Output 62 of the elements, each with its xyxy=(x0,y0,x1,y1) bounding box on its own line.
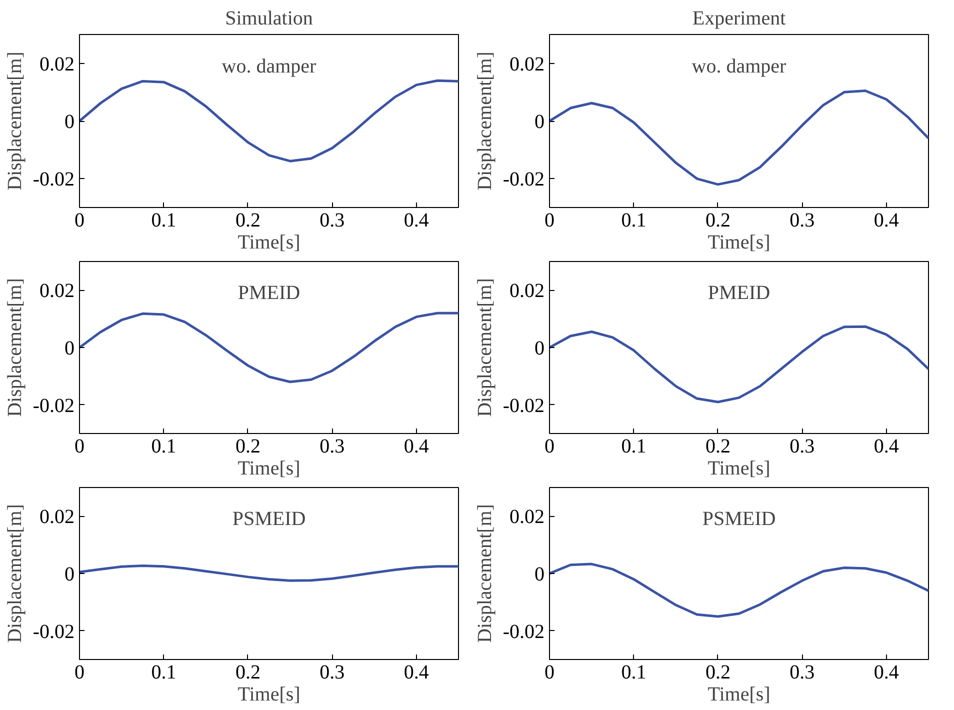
y-tick-label: -0.02 xyxy=(32,168,75,191)
annotation: PSMEID xyxy=(702,508,776,530)
y-tick-label: 0.02 xyxy=(510,280,544,302)
x-axis-title: Time[s] xyxy=(238,458,300,480)
y-tick-label: 0 xyxy=(64,111,74,133)
x-tick-label: 0.2 xyxy=(705,436,730,458)
y-tick-label: 0 xyxy=(534,338,544,360)
x-axis-title: Time[s] xyxy=(238,232,300,254)
x-tick-label: 0.1 xyxy=(151,436,176,458)
chart-title: Experiment xyxy=(692,8,786,30)
x-tick-label: 0.2 xyxy=(235,662,260,684)
x-tick-label: 0.1 xyxy=(151,662,176,684)
x-tick-label: 0.3 xyxy=(320,436,345,458)
x-tick-label: 0.4 xyxy=(874,210,899,232)
annotation: PSMEID xyxy=(232,508,306,530)
x-tick-label: 0.1 xyxy=(621,210,646,232)
y-axis-title: Displacement[m] xyxy=(474,278,496,417)
y-axis-title: Displacement[m] xyxy=(4,52,26,190)
y-tick-label: 0 xyxy=(64,338,74,360)
x-axis-title: Time[s] xyxy=(238,684,300,706)
y-tick-label: -0.02 xyxy=(502,168,545,191)
y-axis-title: Displacement[m] xyxy=(4,278,26,417)
y-axis-title: Displacement[m] xyxy=(474,504,496,643)
x-axis-title: Time[s] xyxy=(708,232,770,254)
x-tick-label: 0.2 xyxy=(705,662,730,684)
y-tick-label: -0.02 xyxy=(32,620,75,643)
x-tick-label: 0.1 xyxy=(621,436,646,458)
x-tick-label: 0.3 xyxy=(790,436,815,458)
y-tick-label: -0.02 xyxy=(502,394,545,417)
x-tick-label: 0.3 xyxy=(320,210,345,232)
annotation: wo. damper xyxy=(222,55,317,78)
x-axis-title: Time[s] xyxy=(708,458,770,480)
y-tick-label: 0 xyxy=(64,564,74,586)
x-tick-label: 0.4 xyxy=(874,436,899,458)
x-tick-label: 0.3 xyxy=(790,210,815,232)
y-tick-label: 0.02 xyxy=(510,53,544,76)
annotation: wo. damper xyxy=(692,55,787,78)
y-axis-title: Displacement[m] xyxy=(4,504,26,643)
x-tick-label: 0.2 xyxy=(705,210,730,232)
y-tick-label: 0.02 xyxy=(510,506,544,528)
x-tick-label: 0.4 xyxy=(404,210,429,232)
y-tick-label: 0.02 xyxy=(40,280,74,302)
x-tick-label: 0.1 xyxy=(621,662,646,684)
x-tick-label: 0.4 xyxy=(404,662,429,684)
y-tick-label: -0.02 xyxy=(32,394,75,417)
x-axis-title: Time[s] xyxy=(708,684,770,706)
x-tick-label: 0.3 xyxy=(790,662,815,684)
annotation: PMEID xyxy=(238,282,300,304)
y-tick-label: 0.02 xyxy=(40,53,74,76)
x-tick-label: 0.4 xyxy=(404,436,429,458)
x-tick-label: 0.1 xyxy=(151,210,176,232)
x-tick-label: 0.4 xyxy=(874,662,899,684)
y-tick-label: -0.02 xyxy=(502,620,545,643)
y-axis-title: Displacement[m] xyxy=(474,52,496,190)
x-tick-label: 0.2 xyxy=(235,436,260,458)
x-tick-label: 0.3 xyxy=(320,662,345,684)
x-tick-label: 0.2 xyxy=(235,210,260,232)
y-tick-label: 0 xyxy=(534,111,544,133)
y-tick-label: 0.02 xyxy=(40,506,74,528)
chart-title: Simulation xyxy=(225,8,313,30)
annotation: PMEID xyxy=(708,282,770,304)
y-tick-label: 0 xyxy=(534,564,544,586)
